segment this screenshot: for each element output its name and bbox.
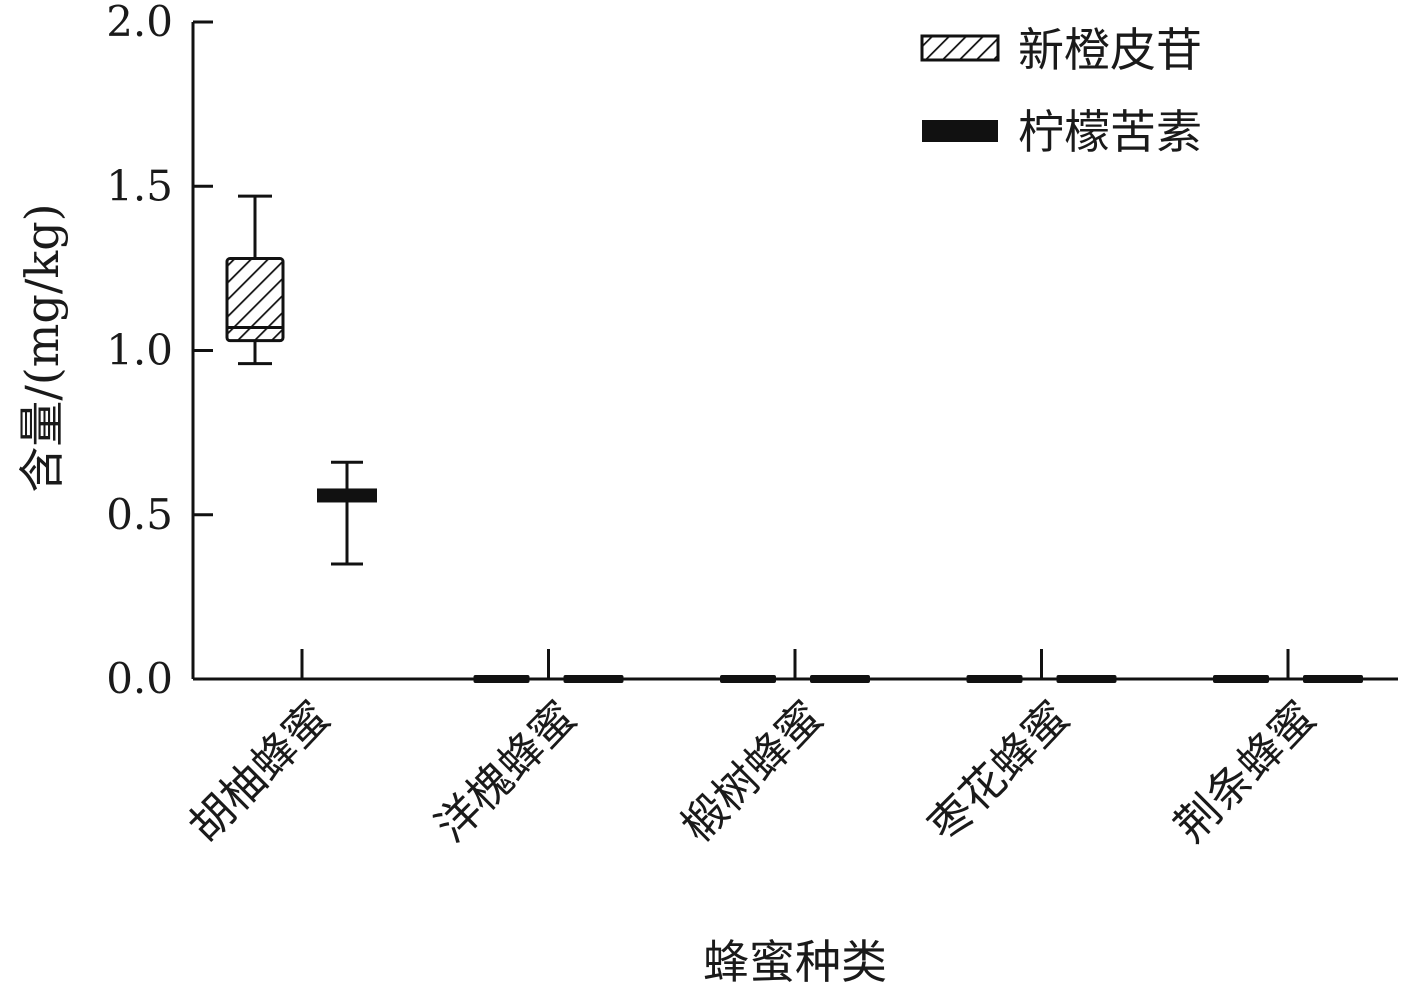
box-zero-bar	[1303, 675, 1363, 683]
y-tick-label: 2.0	[106, 0, 173, 46]
box-0-3	[966, 675, 1023, 683]
legend-swatch-hatched	[920, 34, 1000, 62]
box-1-2	[810, 675, 870, 683]
y-axis-title: 含量/(mg/kg)	[15, 203, 69, 492]
box-1-3	[1056, 675, 1117, 683]
box-zero-bar	[563, 675, 624, 683]
box-0-0	[225, 194, 285, 366]
box-zero-bar	[810, 675, 870, 683]
box-zero-bar	[473, 675, 530, 683]
box-zero-bar	[966, 675, 1023, 683]
y-ticks: 0.0 0.5 1.0 1.5 2.0	[106, 0, 213, 703]
y-tick-label: 1.0	[106, 326, 173, 375]
box-1-4	[1303, 675, 1363, 683]
x-tick-label: 洋槐蜂蜜	[426, 692, 587, 853]
y-tick-label: 0.0	[106, 654, 173, 703]
x-axis-title: 蜂蜜种类	[703, 935, 887, 989]
box-body	[317, 488, 377, 503]
box-body	[225, 257, 285, 343]
box-zero-bar	[1213, 675, 1269, 683]
box-0-1	[473, 675, 530, 683]
y-tick-label: 1.5	[106, 161, 173, 210]
box-zero-bar	[1056, 675, 1117, 683]
legend-item-neohesperidin: 新橙皮苷	[920, 23, 1202, 77]
legend-item-limonin: 柠檬苦素	[922, 105, 1202, 159]
legend: 新橙皮苷 柠檬苦素	[920, 23, 1202, 159]
x-tick-label: 枣花蜂蜜	[919, 692, 1080, 853]
legend-label: 新橙皮苷	[1018, 23, 1202, 77]
legend-label: 柠檬苦素	[1018, 105, 1202, 159]
x-tick-label: 椴树蜂蜜	[672, 692, 833, 853]
plot-area	[225, 194, 1363, 683]
x-axis: 胡柚蜂蜜 洋槐蜂蜜 椴树蜂蜜 枣花蜂蜜 荆条蜂蜜 蜂蜜种类	[179, 649, 1398, 989]
x-tick-label: 荆条蜂蜜	[1165, 692, 1326, 853]
legend-swatch-solid	[922, 120, 998, 142]
box-1-1	[563, 675, 624, 683]
box-1-0	[317, 460, 377, 566]
x-tick-label: 胡柚蜂蜜	[179, 692, 340, 853]
y-axis: 0.0 0.5 1.0 1.5 2.0 含量/(mg/kg)	[15, 0, 213, 703]
box-zero-bar	[720, 675, 776, 683]
y-tick-label: 0.5	[106, 490, 173, 539]
box-0-4	[1213, 675, 1269, 683]
box-0-2	[720, 675, 776, 683]
